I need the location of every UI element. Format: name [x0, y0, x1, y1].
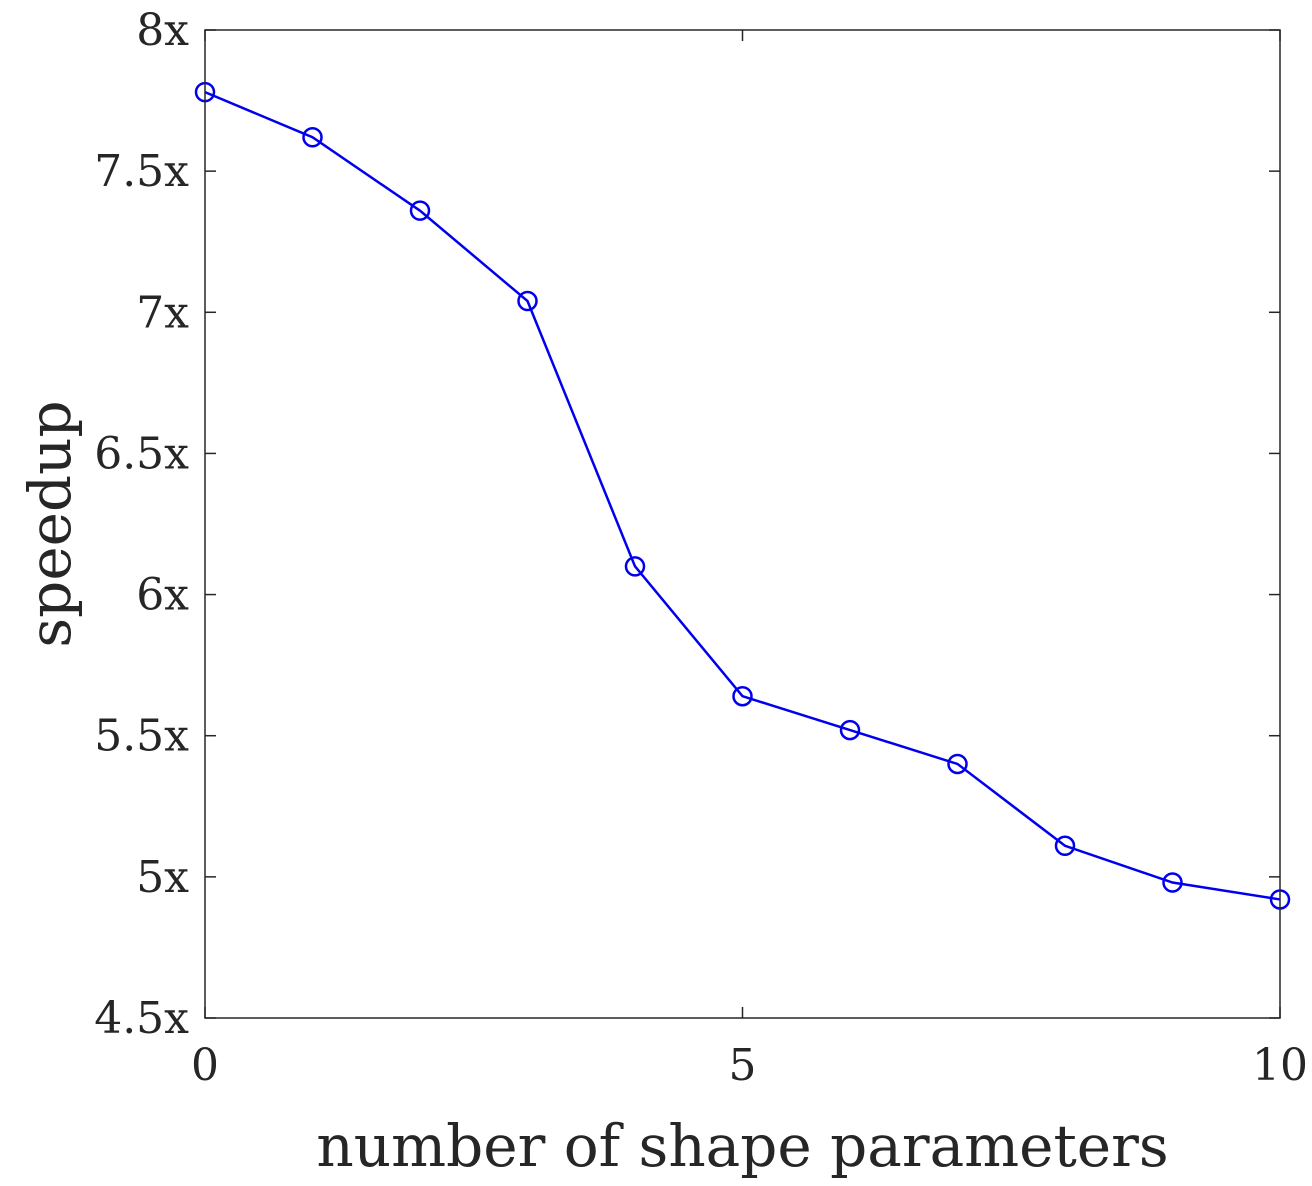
y-tick-label: 6.5x [94, 428, 189, 479]
data-point-marker [1162, 872, 1183, 893]
y-axis-label: speedup [16, 400, 84, 647]
x-tick-label: 5 [729, 1040, 757, 1091]
y-tick-label: 6x [136, 570, 189, 621]
tick-labels-layer: 0 5 10 4.5x 5x 5.5x 6x 6.5x 7x 7.5x 8x [94, 5, 1308, 1091]
y-tick-label: 4.5x [94, 993, 189, 1044]
y-tick-label: 8x [136, 5, 189, 56]
y-tick-label: 5.5x [94, 711, 189, 762]
plot-area-frame [204, 29, 1281, 1019]
x-axis-label: number of shape parameters [316, 1112, 1168, 1180]
data-point-marker [409, 200, 431, 221]
x-tick-label: 10 [1252, 1040, 1308, 1091]
data-point-marker [947, 753, 968, 775]
y-tick-label: 7.5x [94, 146, 189, 197]
series-line [204, 90, 1281, 901]
data-point-marker [839, 719, 861, 741]
y-tick-label: 7x [136, 287, 189, 338]
x-tick-label: 0 [191, 1040, 219, 1091]
data-point-marker [732, 685, 753, 707]
series-layer [194, 81, 1291, 910]
data-point-marker [624, 556, 646, 577]
y-tick-label: 5x [136, 852, 189, 903]
data-point-marker [517, 290, 538, 312]
data-point-marker [1054, 835, 1076, 857]
data-point-marker [302, 127, 323, 148]
